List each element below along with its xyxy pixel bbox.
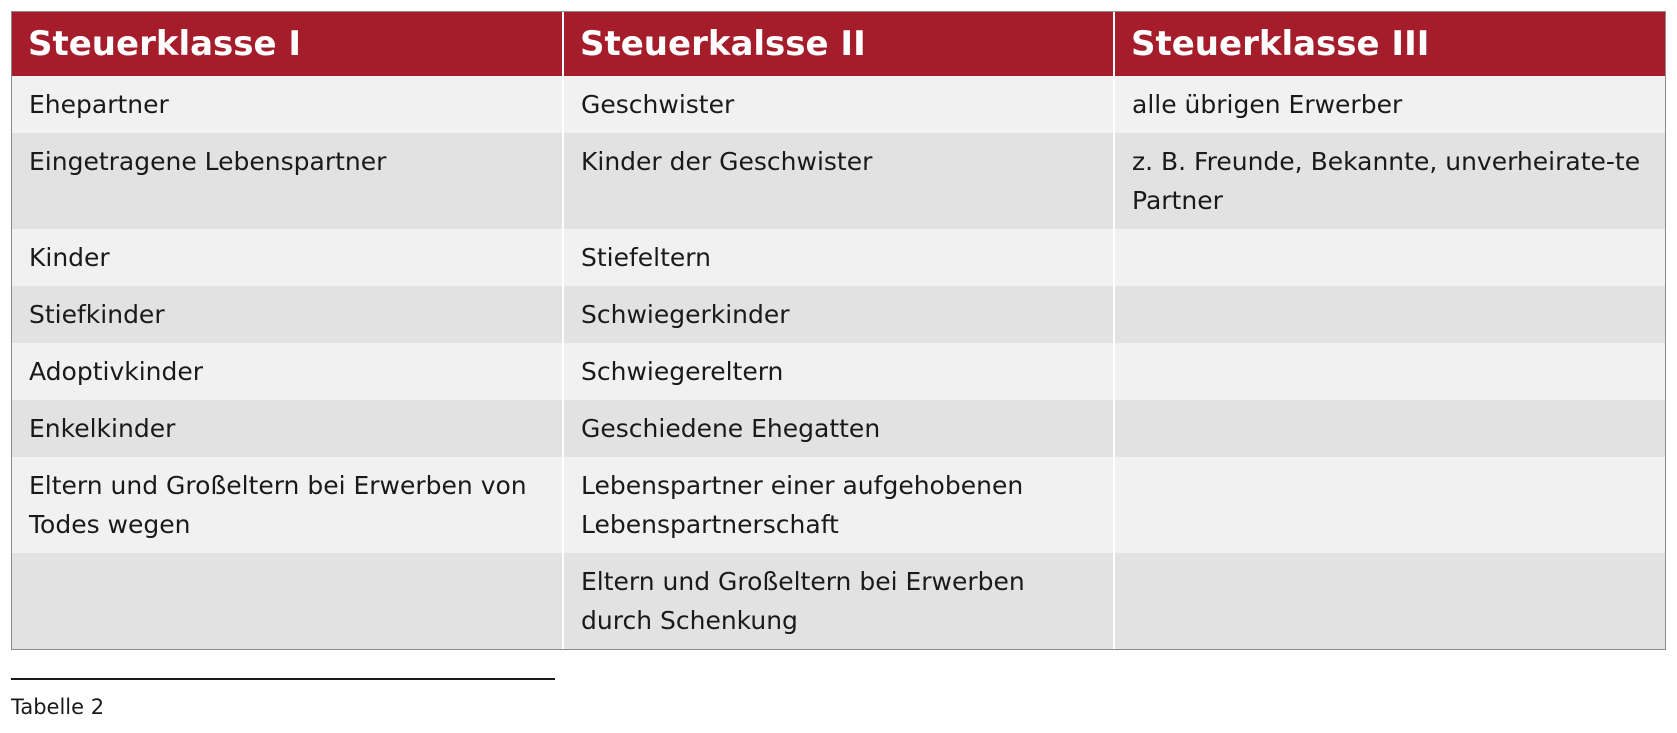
table-cell: Stiefkinder bbox=[12, 286, 564, 343]
table-cell bbox=[1114, 286, 1665, 343]
table-cell bbox=[1114, 343, 1665, 400]
table-cell bbox=[12, 553, 564, 649]
header-steuerklasse-3: Steuerklasse III bbox=[1114, 12, 1665, 76]
header-row: Steuerklasse I Steuerkalsse II Steuerkla… bbox=[12, 12, 1665, 76]
table-row: Ehepartner Geschwister alle übrigen Erwe… bbox=[12, 76, 1665, 133]
table-header: Steuerklasse I Steuerkalsse II Steuerkla… bbox=[12, 12, 1665, 76]
table-cell: Geschwister bbox=[563, 76, 1115, 133]
table-cell: Eltern und Großeltern bei Erwerben von T… bbox=[12, 457, 564, 553]
table-row: Eltern und Großeltern bei Erwerben von T… bbox=[12, 457, 1665, 553]
table-cell: Kinder der Geschwister bbox=[563, 133, 1115, 229]
table-cell bbox=[1114, 553, 1665, 649]
table-cell bbox=[1114, 229, 1665, 286]
steuerklassen-table: Steuerklasse I Steuerkalsse II Steuerkla… bbox=[11, 11, 1666, 650]
table-row: Eltern und Großeltern bei Erwerben durch… bbox=[12, 553, 1665, 649]
table-row: Enkelkinder Geschiedene Ehegatten bbox=[12, 400, 1665, 457]
table-cell: Adoptivkinder bbox=[12, 343, 564, 400]
table-cell: Kinder bbox=[12, 229, 564, 286]
table-caption: Tabelle 2 bbox=[11, 695, 105, 719]
table-cell: Lebenspartner einer aufgehobenen Lebensp… bbox=[563, 457, 1115, 553]
table-cell bbox=[1114, 400, 1665, 457]
header-steuerklasse-1: Steuerklasse I bbox=[12, 12, 564, 76]
table-cell: Eingetragene Lebenspartner bbox=[12, 133, 564, 229]
table-cell: Schwiegerkinder bbox=[563, 286, 1115, 343]
table-row: Adoptivkinder Schwiegereltern bbox=[12, 343, 1665, 400]
table: Steuerklasse I Steuerkalsse II Steuerkla… bbox=[12, 12, 1665, 649]
table-cell: Ehepartner bbox=[12, 76, 564, 133]
table-cell: Geschiedene Ehegatten bbox=[563, 400, 1115, 457]
header-steuerklasse-2: Steuerkalsse II bbox=[563, 12, 1115, 76]
caption-divider bbox=[11, 678, 555, 680]
table-row: Kinder Stiefeltern bbox=[12, 229, 1665, 286]
table-cell: Eltern und Großeltern bei Erwerben durch… bbox=[563, 553, 1115, 649]
table-cell bbox=[1114, 457, 1665, 553]
table-row: Stiefkinder Schwiegerkinder bbox=[12, 286, 1665, 343]
table-cell: alle übrigen Erwerber bbox=[1114, 76, 1665, 133]
table-cell: Enkelkinder bbox=[12, 400, 564, 457]
table-row: Eingetragene Lebenspartner Kinder der Ge… bbox=[12, 133, 1665, 229]
table-cell: Stiefeltern bbox=[563, 229, 1115, 286]
table-body: Ehepartner Geschwister alle übrigen Erwe… bbox=[12, 76, 1665, 649]
table-cell: Schwiegereltern bbox=[563, 343, 1115, 400]
table-cell: z. B. Freunde, Bekannte, unverheirate-te… bbox=[1114, 133, 1665, 229]
